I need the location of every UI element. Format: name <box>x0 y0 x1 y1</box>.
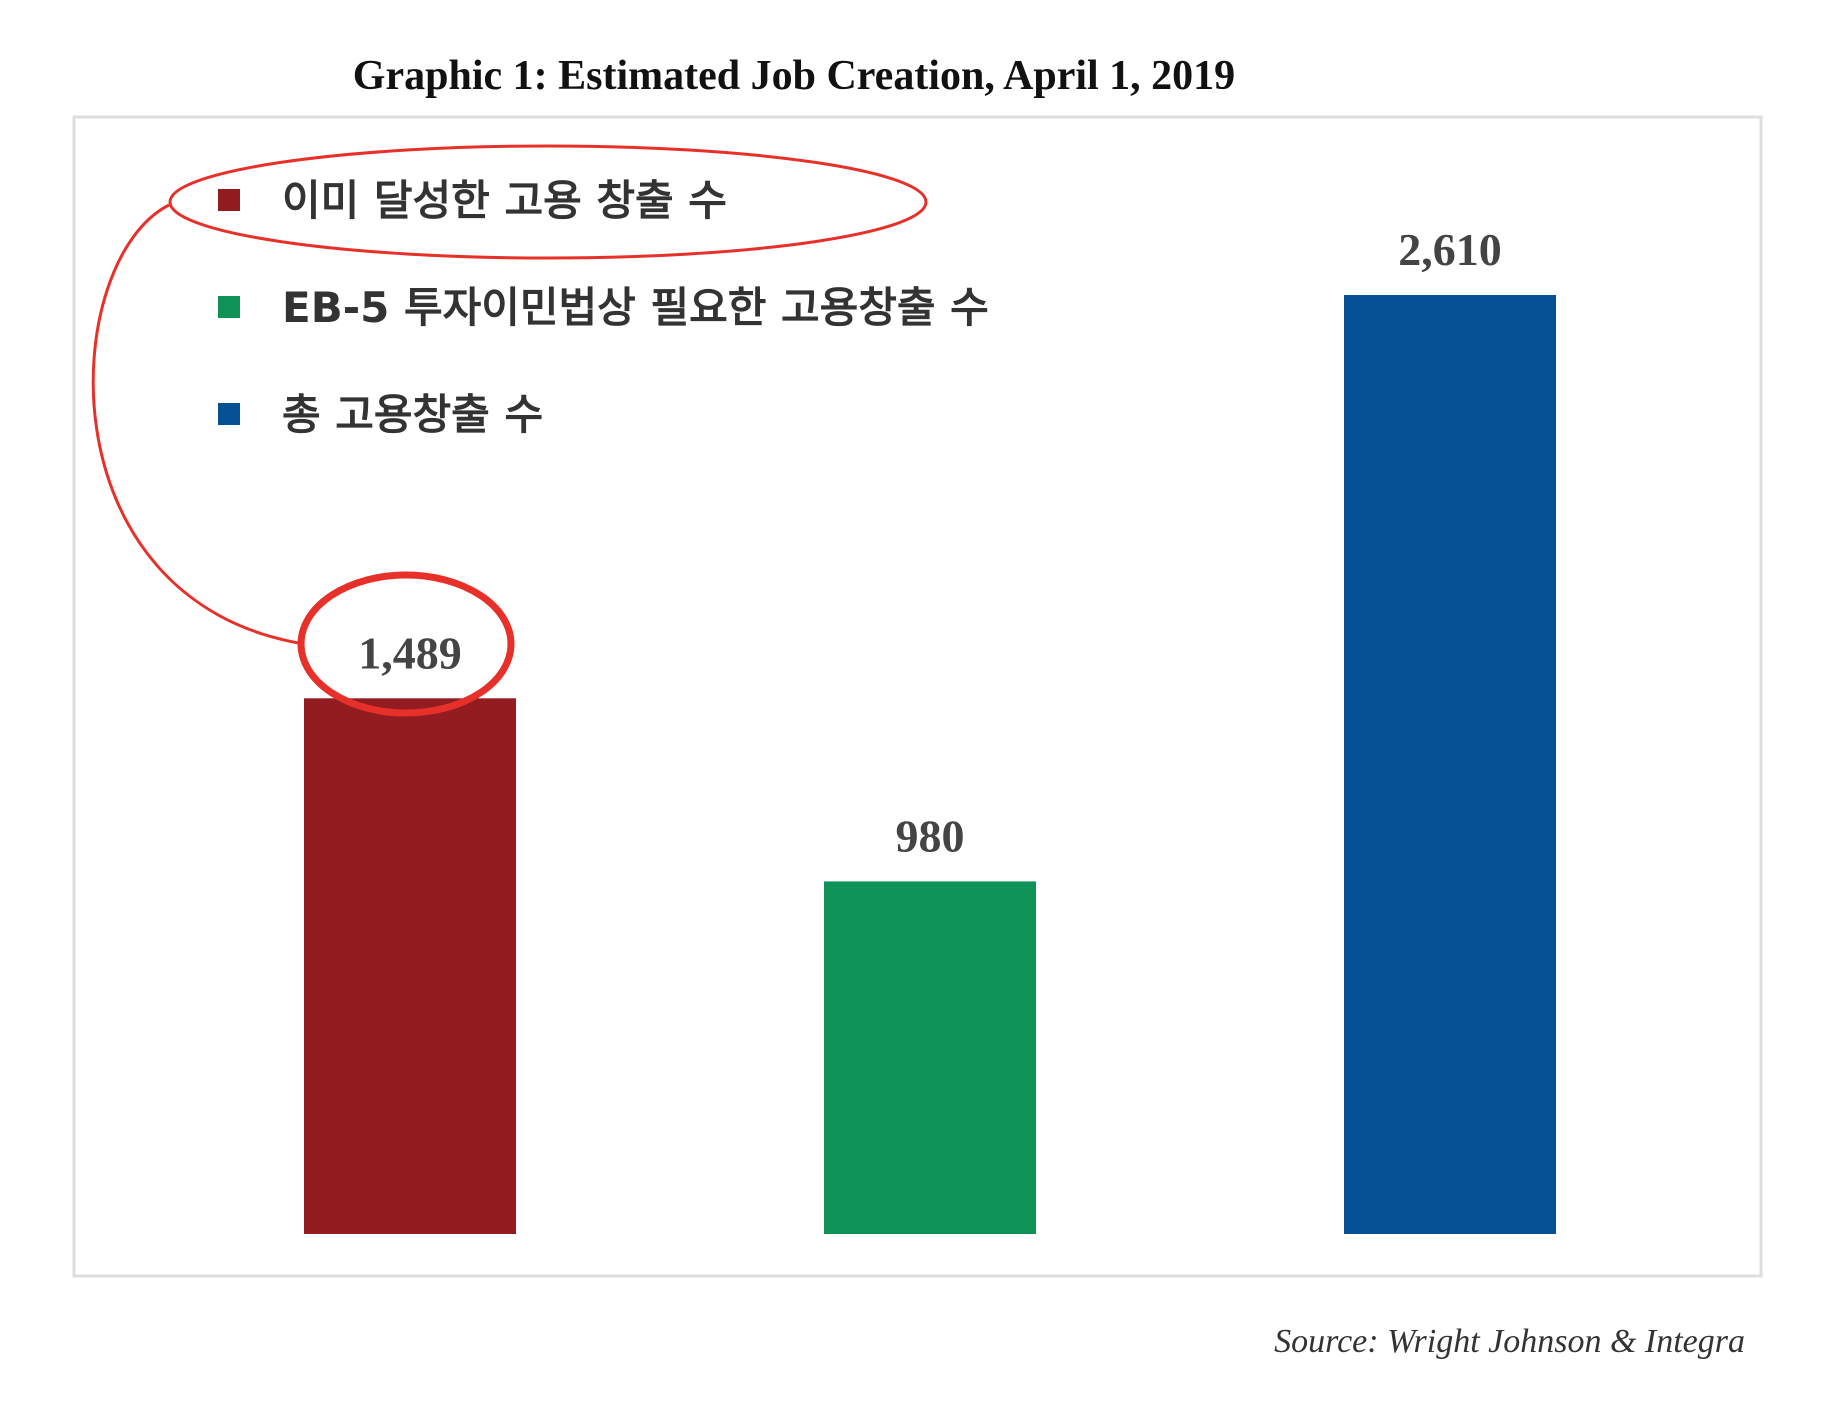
marks: 이미 달성한 고용 창출 수 1,489 EB-5 투자이민법상 필요한 고용창출 … <box>218 176 1556 1234</box>
value-label: 2,610 <box>1398 224 1502 275</box>
plot-frame <box>72 115 1763 1278</box>
legend-swatch <box>218 189 240 211</box>
value-label: 1,489 <box>358 627 462 678</box>
bar <box>824 881 1036 1234</box>
source-note: Source: Wright Johnson & Integra <box>1274 1323 1745 1360</box>
legend-swatch <box>218 403 240 425</box>
legend-label: 총 고용창출 수 <box>282 390 543 439</box>
bar <box>1344 295 1556 1234</box>
chart-title: Graphic 1: Estimated Job Creation, April… <box>353 53 1235 99</box>
legend-swatch <box>218 296 240 318</box>
connector <box>91 203 305 646</box>
value-label: 980 <box>896 810 965 861</box>
legend-label: 이미 달성한 고용 창출 수 <box>282 176 727 225</box>
legend-label: EB-5 투자이민법상 필요한 고용창출 수 <box>282 283 989 332</box>
highlight-ellipse <box>168 144 928 260</box>
bar <box>304 698 516 1234</box>
